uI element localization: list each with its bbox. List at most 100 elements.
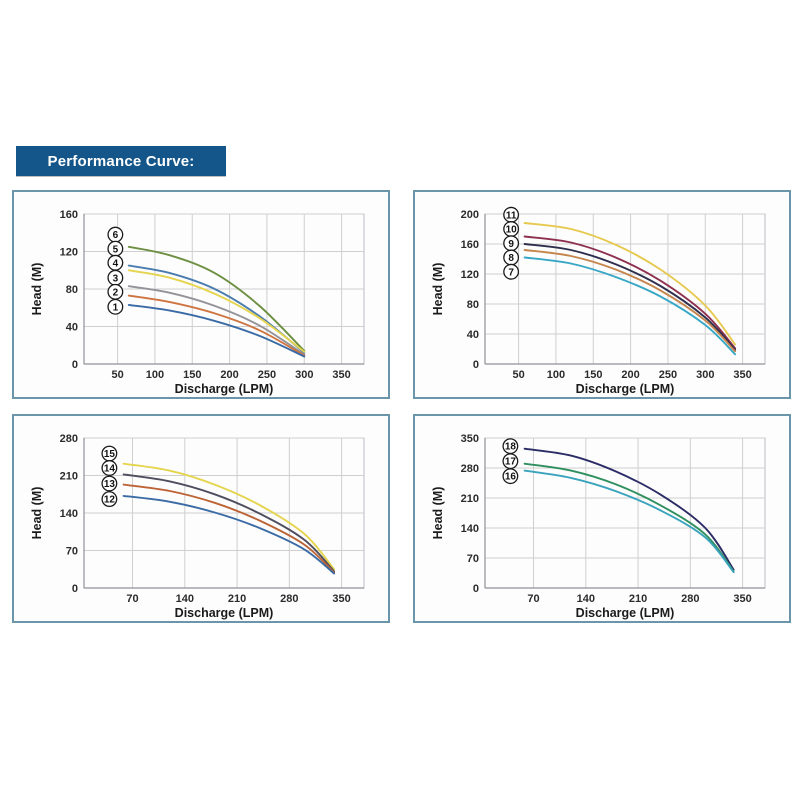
- y-tick-label: 0: [473, 359, 479, 371]
- curve-number-badge-1: 1: [107, 298, 124, 315]
- x-tick-label: 150: [183, 369, 201, 381]
- x-tick-label: 100: [547, 369, 565, 381]
- curve-number-text: 14: [104, 464, 116, 475]
- curve-number-text: 7: [508, 267, 514, 278]
- x-tick-label: 210: [629, 593, 647, 605]
- curve-8: [523, 249, 737, 353]
- x-tick-label: 200: [220, 369, 238, 381]
- curve-18: [523, 447, 735, 571]
- performance-chart-models-1-6: 0 40 80 120 160 50 100 150 200 250 300 350 Discharge…: [12, 190, 390, 399]
- x-axis-title: Discharge (LPM): [175, 382, 274, 396]
- y-tick-label: 210: [461, 493, 479, 505]
- curve-9: [523, 243, 737, 351]
- y-axis-title: Head (M): [30, 263, 44, 316]
- curve-number-badge-15: 15: [101, 445, 118, 462]
- x-tick-label: 300: [295, 369, 313, 381]
- curve-number-circle: [101, 491, 118, 508]
- x-tick-label: 250: [258, 369, 276, 381]
- x-tick-label: 140: [577, 593, 595, 605]
- performance-curve-heading: Performance Curve:: [16, 146, 226, 176]
- curve-number-text: 6: [113, 230, 119, 241]
- chart-svg-1: 0 40 80 120 160 50 100 150 200 250 300 350 Discharge…: [30, 209, 365, 396]
- plot-area: [484, 437, 766, 589]
- curve-number-badge-8: 8: [503, 249, 520, 266]
- y-tick-label: 280: [461, 463, 479, 475]
- curve-number-text: 15: [104, 449, 116, 460]
- x-tick-label: 300: [696, 369, 714, 381]
- y-tick-label: 0: [72, 583, 78, 595]
- curve-number-badge-2: 2: [107, 283, 124, 300]
- y-tick-label: 40: [467, 329, 479, 341]
- x-axis-title: Discharge (LPM): [576, 382, 675, 396]
- x-tick-label: 70: [126, 593, 138, 605]
- x-tick-label: 350: [332, 593, 350, 605]
- curve-number-text: 4: [113, 258, 119, 269]
- y-axis-title: Head (M): [431, 263, 445, 316]
- curve-13: [122, 483, 336, 574]
- curve-17: [523, 462, 735, 573]
- x-tick-label: 140: [176, 593, 194, 605]
- curve-number-badge-6: 6: [107, 226, 124, 243]
- y-tick-label: 120: [60, 247, 78, 259]
- y-tick-label: 120: [461, 269, 479, 281]
- performance-chart-models-12-15: 0 70 140 210 280 70 140 210 280 350 Discharge (LPM…: [12, 414, 390, 623]
- curve-number-text: 11: [506, 210, 517, 221]
- x-tick-label: 100: [146, 369, 164, 381]
- curve-number-circle: [107, 298, 124, 315]
- curve-14: [122, 473, 336, 573]
- curve-number-badge-11: 11: [503, 206, 520, 223]
- curve-number-circle: [503, 263, 520, 280]
- curve-7: [523, 256, 737, 356]
- performance-chart-models-7-11: 0 40 80 120 160 200 50 100 150 200 250 300 350 Discha…: [413, 190, 791, 399]
- chart-svg-2: 0 40 80 120 160 200 50 100 150 200 250 300 350 Discha…: [431, 206, 766, 396]
- curve-2: [127, 294, 306, 357]
- x-tick-label: 150: [584, 369, 602, 381]
- curve-15: [122, 462, 336, 571]
- y-axis-title: Head (M): [30, 487, 44, 540]
- x-tick-label: 50: [111, 369, 123, 381]
- y-tick-label: 280: [60, 433, 78, 445]
- curve-number-badge-14: 14: [101, 460, 118, 476]
- y-tick-label: 0: [473, 583, 479, 595]
- curve-6: [127, 245, 306, 352]
- curve-number-text: 13: [104, 479, 116, 490]
- curve-10: [523, 235, 737, 350]
- y-tick-label: 70: [66, 546, 78, 558]
- curve-number-circle: [101, 460, 118, 476]
- x-axis-title: Discharge (LPM): [576, 606, 675, 620]
- curve-12: [122, 494, 336, 575]
- x-tick-label: 280: [280, 593, 298, 605]
- y-tick-label: 80: [467, 299, 479, 311]
- y-tick-label: 140: [461, 523, 479, 535]
- curve-number-text: 10: [506, 225, 518, 236]
- x-tick-label: 350: [332, 369, 350, 381]
- chart-svg-4: 0 70 140 210 280 350 70 140 210 280 350 Discharge (…: [431, 433, 766, 620]
- curve-number-circle: [101, 475, 118, 492]
- curve-number-circle: [502, 468, 519, 485]
- curve-number-text: 8: [508, 253, 514, 264]
- chart-svg-3: 0 70 140 210 280 70 140 210 280 350 Discharge (LPM…: [30, 433, 365, 620]
- curve-4: [127, 269, 306, 353]
- curve-number-badge-9: 9: [503, 235, 520, 252]
- y-tick-label: 160: [60, 209, 78, 221]
- curve-number-text: 1: [113, 302, 119, 313]
- curve-number-badge-16: 16: [502, 468, 519, 485]
- curve-16: [523, 469, 735, 574]
- curve-number-badge-12: 12: [101, 491, 118, 508]
- curve-number-badge-7: 7: [503, 263, 520, 280]
- curve-3: [127, 285, 306, 356]
- y-axis-title: Head (M): [431, 487, 445, 540]
- y-tick-label: 160: [461, 239, 479, 251]
- curve-number-badge-5: 5: [107, 240, 124, 257]
- curve-number-badge-4: 4: [107, 254, 124, 271]
- y-tick-label: 40: [66, 322, 78, 334]
- curve-number-text: 3: [113, 273, 119, 284]
- y-tick-label: 0: [72, 359, 78, 371]
- x-tick-label: 350: [733, 593, 751, 605]
- x-axis-title: Discharge (LPM): [175, 606, 274, 620]
- x-tick-label: 210: [228, 593, 246, 605]
- curve-11: [523, 222, 737, 346]
- x-tick-label: 50: [512, 369, 524, 381]
- performance-curve-heading-label: Performance Curve:: [47, 152, 195, 170]
- curve-number-badge-17: 17: [502, 453, 519, 470]
